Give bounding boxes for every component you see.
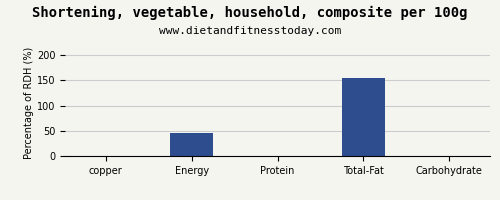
Text: Shortening, vegetable, household, composite per 100g: Shortening, vegetable, household, compos… <box>32 6 468 20</box>
Text: www.dietandfitnesstoday.com: www.dietandfitnesstoday.com <box>159 26 341 36</box>
Bar <box>342 78 385 156</box>
Y-axis label: Percentage of RDH (%): Percentage of RDH (%) <box>24 47 34 159</box>
Bar <box>170 133 213 156</box>
